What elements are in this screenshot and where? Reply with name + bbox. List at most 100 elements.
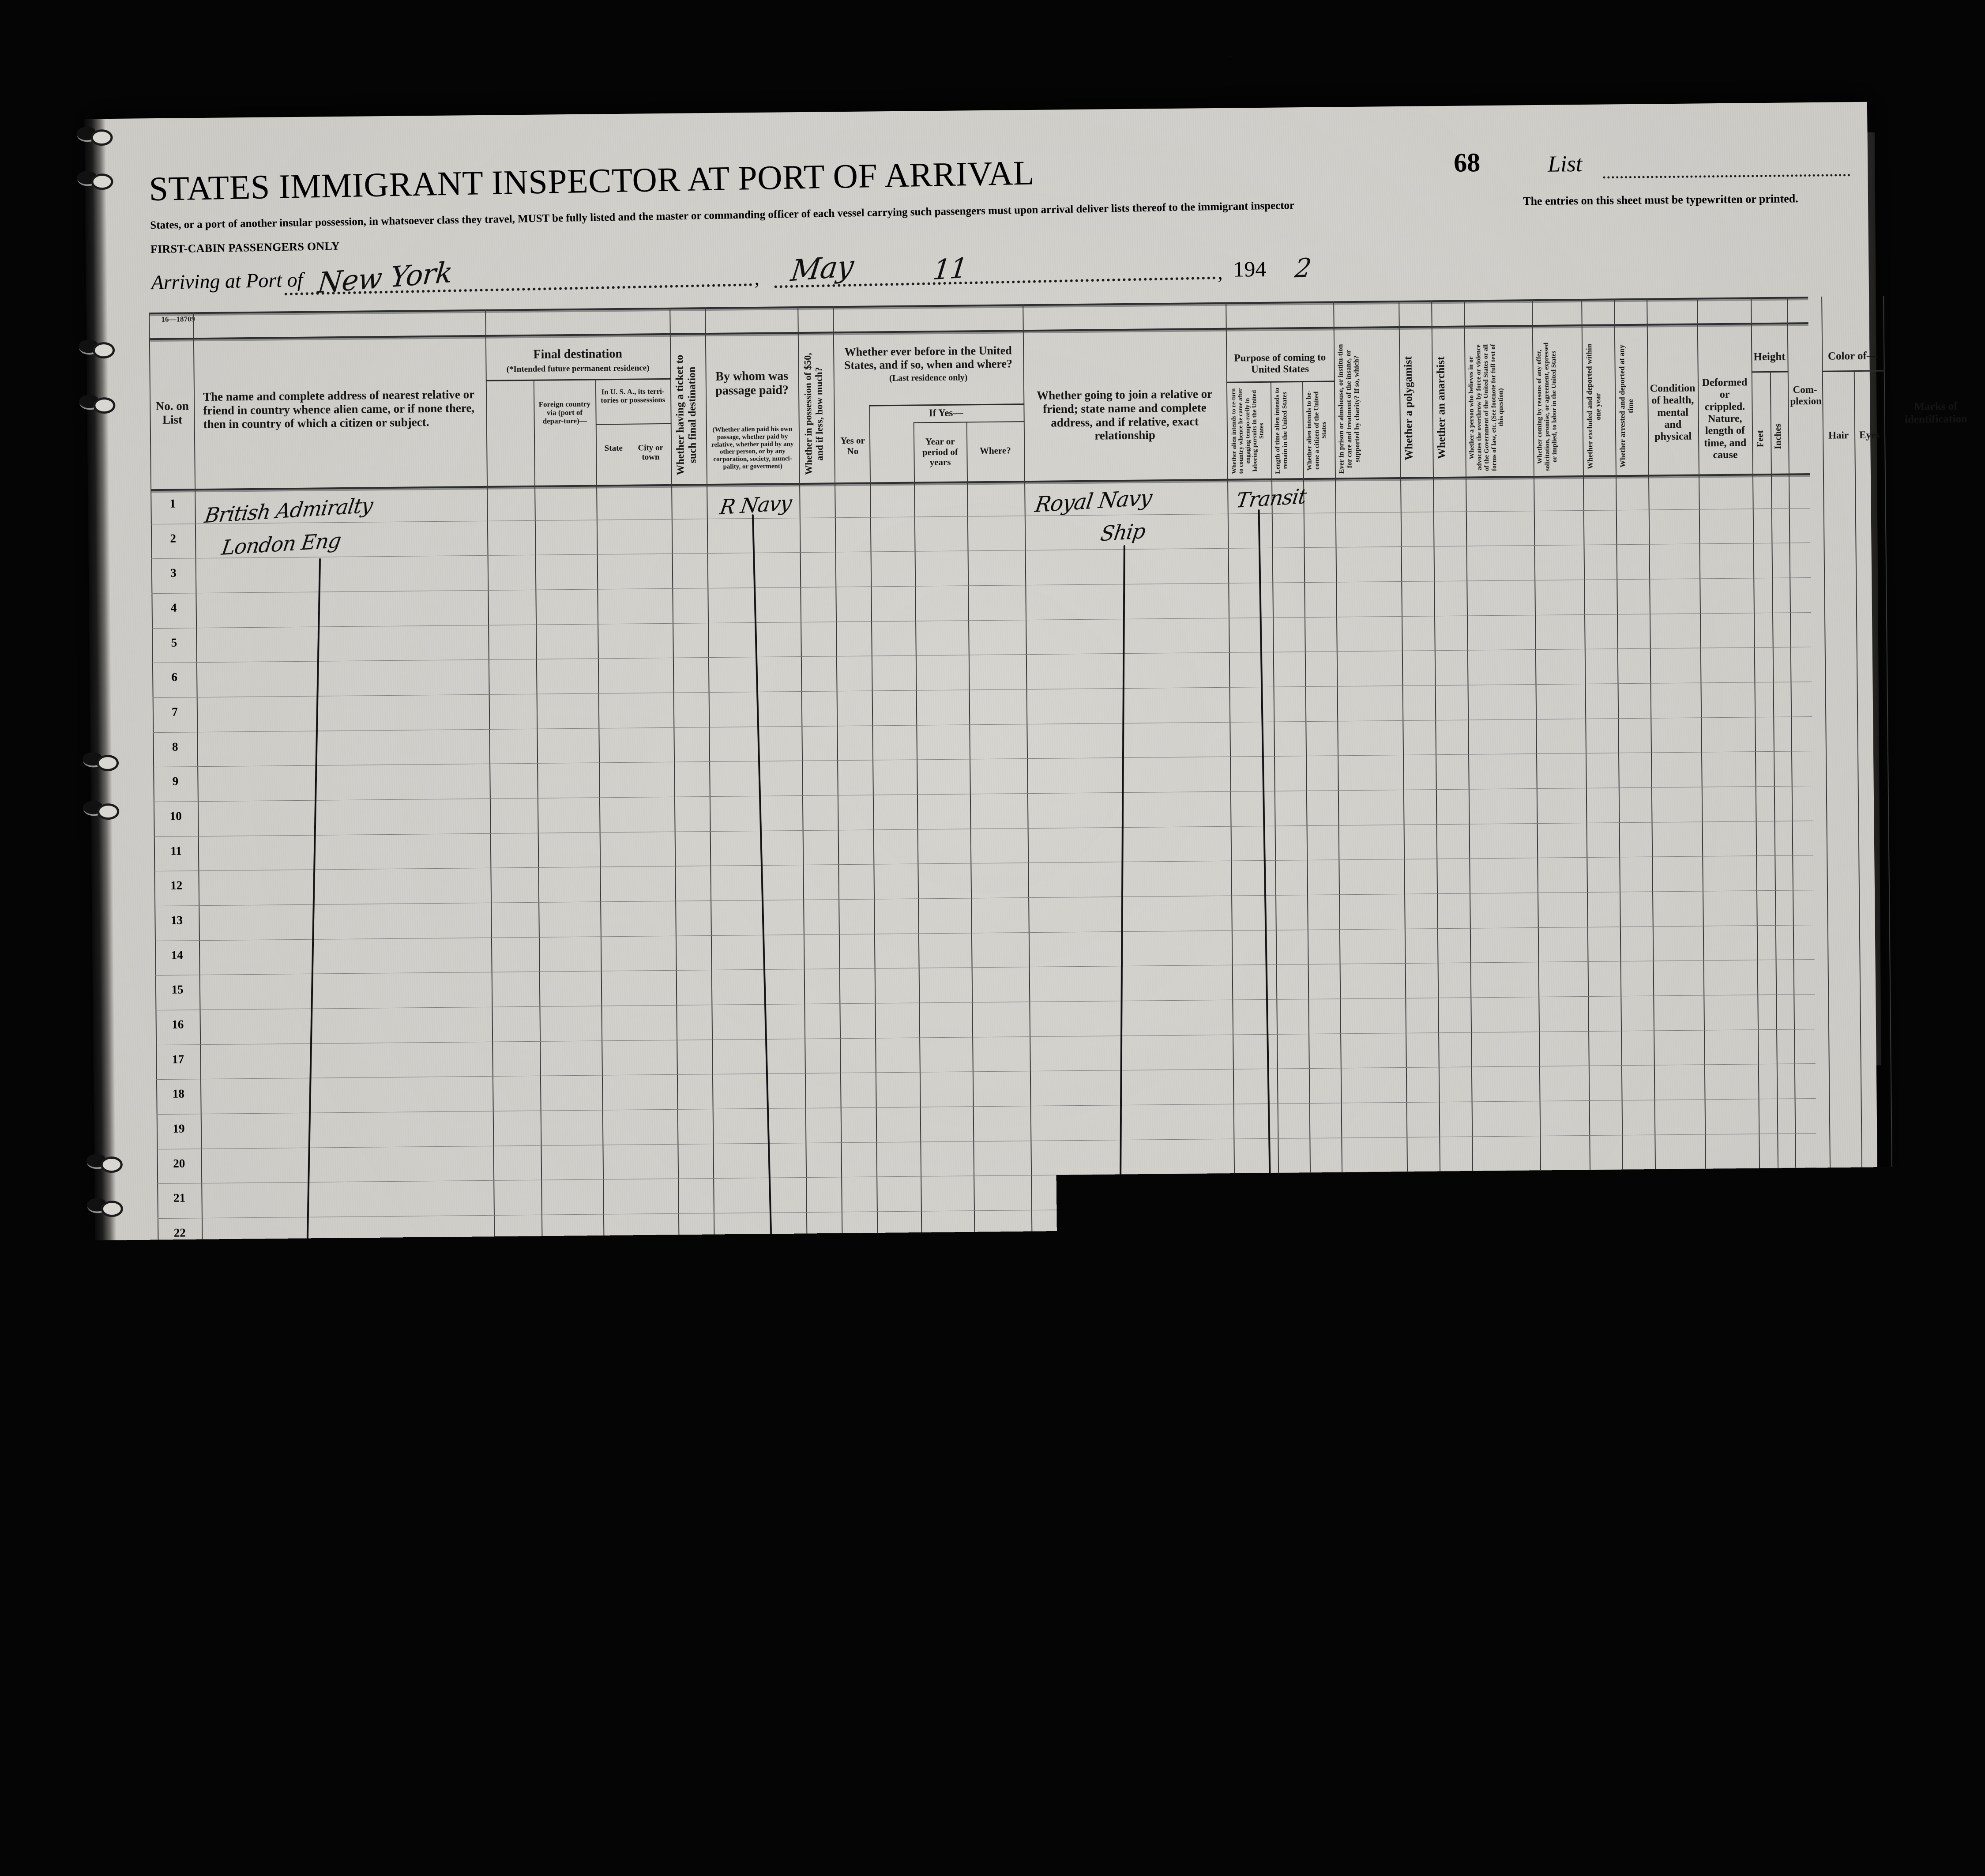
col-header-22-where: Where?: [968, 445, 1022, 457]
row-rule: [160, 1480, 1820, 1496]
col-header-18: Final destination: [486, 346, 669, 363]
binding-clip-icon: [87, 1198, 120, 1213]
row-rule: [159, 1341, 1818, 1358]
col-header-18-foreign-country: Foreign country via (port of depar-ture)…: [534, 399, 595, 426]
col-header-34: Height: [1752, 350, 1786, 365]
col-sep-21-22: [833, 306, 846, 1577]
col-number-17: 17: [193, 313, 485, 331]
col-header-24b: Length of time alien intends to remain i…: [1272, 386, 1302, 475]
col-header-35: Com-plexion: [1789, 383, 1822, 408]
entry-23-row2: Ship: [1099, 519, 1147, 546]
first-cabin-label: FIRST-CABIN PASSENGERS ONLY: [150, 240, 340, 256]
col-sep-24-25: [1333, 301, 1346, 1572]
col-sep-18-19: [669, 308, 683, 1579]
pen-stroke-col23: [1118, 545, 1125, 1410]
col-number-22: 22: [833, 308, 1023, 324]
row-number: 13: [154, 913, 199, 927]
row-rule: [155, 959, 1815, 976]
day-value: 11: [931, 252, 969, 286]
col-sep-19-20: [705, 307, 718, 1578]
col-sep-22-yesno: [869, 405, 881, 1577]
page-header: STATES IMMIGRANT INSPECTOR AT PORT OF AR…: [93, 102, 1867, 119]
local-agents-field[interactable]: Local Agents: [1431, 1594, 1829, 1625]
col-number-29: 29: [1532, 302, 1581, 318]
col-header-18-city: City or town: [631, 442, 670, 463]
binding-clip-icon: [76, 127, 110, 142]
row-rule: [155, 925, 1814, 941]
row-rule: [155, 994, 1815, 1010]
row-rule: [158, 1272, 1817, 1288]
row-number: 11: [154, 844, 198, 858]
row-rule: [156, 1063, 1816, 1080]
row-number: 21: [157, 1191, 201, 1205]
row-number: 8: [153, 740, 197, 754]
owners-field[interactable]: Owners: [1431, 1567, 1829, 1598]
year-prefix: 194: [1233, 256, 1267, 282]
pen-stroke-col20: [752, 514, 776, 1405]
col-number-16: 16: [149, 316, 193, 331]
col-header-29: Whether coming by reasons of any offer, …: [1534, 341, 1582, 473]
col-header-26: Whether a polygamist: [1401, 342, 1432, 474]
pen-stroke-col24: [1258, 509, 1275, 1410]
col22-subcols-rule: [914, 421, 1025, 423]
entry-17-row2: London Eng: [220, 528, 343, 560]
row-rule: [154, 821, 1813, 837]
col-header-34-inches: Inches: [1771, 403, 1787, 470]
row-number: 30: [160, 1503, 204, 1518]
row-number: 28: [160, 1434, 204, 1448]
col-header-18-state: State: [597, 443, 630, 454]
form-number-footer: 16—18709: [1167, 1636, 1205, 1646]
binding-clip-icon: [77, 171, 110, 186]
row-rule: [160, 1446, 1819, 1462]
line-field[interactable]: Line: [1431, 1539, 1828, 1571]
col-sep-30-31: [1614, 298, 1627, 1570]
row-rule: [151, 577, 1811, 594]
col-header-32: Condition of health, mental and physical: [1648, 382, 1697, 445]
col-header-33: Deformed or crippled. Nature, length of …: [1699, 376, 1752, 463]
row-number: 22: [158, 1226, 202, 1240]
col-sep-17-18: [485, 309, 498, 1581]
list-label: List: [1548, 151, 1583, 177]
row-number: 15: [155, 983, 199, 997]
col-number-30: 30: [1581, 302, 1614, 317]
row-rule: [157, 1098, 1816, 1115]
col-sep-25-26: [1399, 301, 1412, 1572]
row-rule: [158, 1202, 1817, 1219]
row-number: 10: [154, 809, 198, 823]
binding-clip-icon: [83, 752, 116, 768]
col-header-20-subtitle: (Whether alien paid his own passage, whe…: [709, 425, 797, 472]
col-header-21: Whether in possession of $50, and if les…: [801, 348, 833, 480]
col-number-36: 36: [1821, 299, 1883, 315]
col-header-18-subtitle: (*Intended future permanent residence): [486, 362, 669, 375]
row-number: 17: [156, 1052, 200, 1066]
passenger-table: 16 17 18 19 20 21 22 23 24 25 26 27 28 2…: [149, 297, 1820, 1584]
comma-separator-2: ,: [1218, 261, 1222, 284]
col-sep-28-29: [1532, 299, 1545, 1571]
form-number-bottom-left: 16—18709: [176, 1537, 210, 1546]
row-rule: [151, 508, 1810, 524]
scan-background: STATES IMMIGRANT INSPECTOR AT PORT OF AR…: [0, 0, 1985, 1876]
col-header-22-subtitle: (Last residence only): [835, 371, 1023, 384]
col-sep-18-state: [595, 379, 608, 1579]
binding-clip-icon: [79, 339, 112, 355]
row-rule: [153, 716, 1812, 733]
col-header-22-if-yes: If Yes—: [870, 406, 1022, 421]
vessel-info-block: Line Owners Local Agents: [1431, 1539, 1829, 1625]
col-sep-33-34: [1751, 297, 1764, 1568]
row-number: 27: [159, 1399, 203, 1413]
col-header-24c: Whether alien intends to be-come a citiz…: [1304, 386, 1334, 475]
col-number-24: 24: [1226, 305, 1333, 320]
row-number: 5: [152, 636, 196, 650]
row-number: 25: [158, 1330, 203, 1344]
col-header-24: Purpose of coming to United States: [1227, 350, 1333, 377]
col-sep-22-23: [1023, 304, 1036, 1575]
col34-subhead-rule: [1752, 371, 1789, 373]
row-number: 19: [157, 1122, 201, 1136]
binding-clip-icon: [83, 801, 117, 816]
col-sep-23-24: [1226, 302, 1239, 1574]
col-sep-27-28: [1464, 300, 1477, 1571]
row-rule: [156, 1029, 1815, 1045]
col-sep-34-feet-inches: [1770, 371, 1782, 1568]
row-rule: [154, 890, 1814, 906]
row-number: 29: [160, 1469, 204, 1483]
